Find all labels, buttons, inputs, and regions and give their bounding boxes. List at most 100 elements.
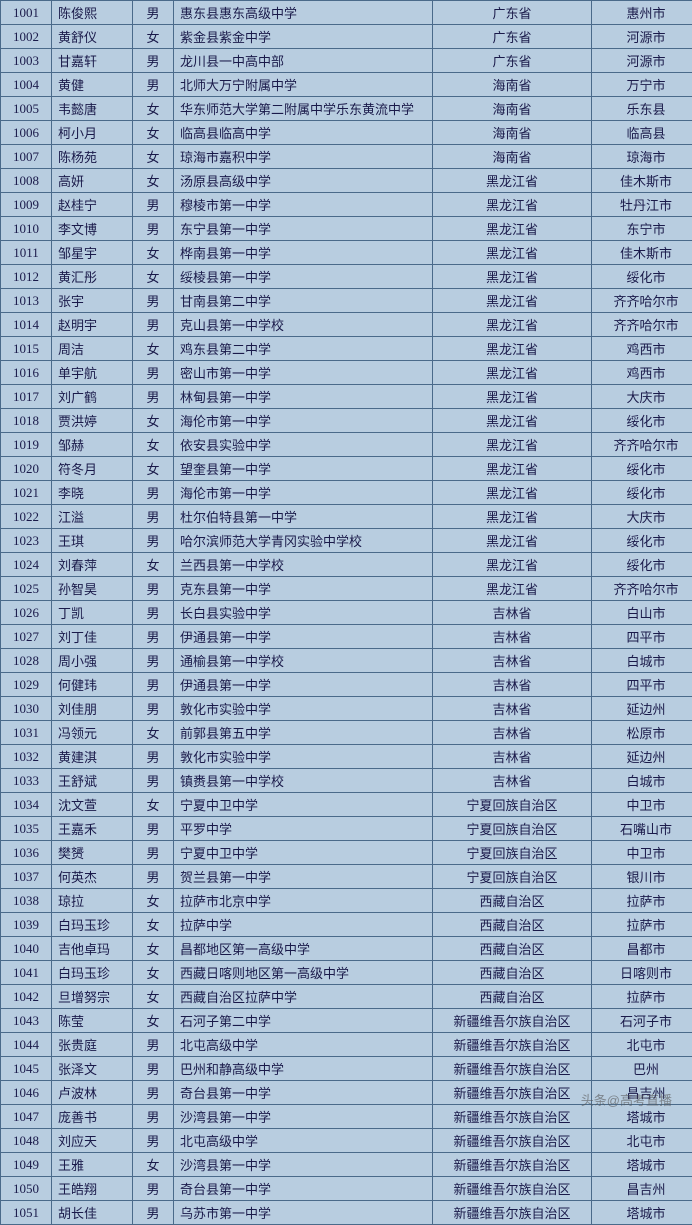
id-cell: 1032 [1, 745, 52, 769]
city-cell: 松原市 [592, 721, 692, 745]
name-cell: 何健玮 [52, 673, 133, 697]
province-cell: 黑龙江省 [433, 433, 592, 457]
school-cell: 望奎县第一中学 [174, 457, 433, 481]
province-cell: 黑龙江省 [433, 505, 592, 529]
province-cell: 西藏自治区 [433, 937, 592, 961]
gender-cell: 男 [133, 529, 174, 553]
id-cell: 1028 [1, 649, 52, 673]
gender-cell: 女 [133, 1009, 174, 1033]
city-cell: 佳木斯市 [592, 241, 692, 265]
name-cell: 冯领元 [52, 721, 133, 745]
city-cell: 拉萨市 [592, 889, 692, 913]
city-cell: 齐齐哈尔市 [592, 313, 692, 337]
id-cell: 1010 [1, 217, 52, 241]
id-cell: 1015 [1, 337, 52, 361]
id-cell: 1044 [1, 1033, 52, 1057]
school-cell: 敦化市实验中学 [174, 697, 433, 721]
gender-cell: 女 [133, 169, 174, 193]
gender-cell: 女 [133, 121, 174, 145]
id-cell: 1029 [1, 673, 52, 697]
gender-cell: 女 [133, 889, 174, 913]
school-cell: 惠东县惠东高级中学 [174, 1, 433, 25]
table-row: 1031冯领元女前郭县第五中学吉林省松原市 [1, 721, 692, 745]
name-cell: 琼拉 [52, 889, 133, 913]
id-cell: 1013 [1, 289, 52, 313]
name-cell: 陈莹 [52, 1009, 133, 1033]
gender-cell: 女 [133, 265, 174, 289]
id-cell: 1023 [1, 529, 52, 553]
name-cell: 白玛玉珍 [52, 913, 133, 937]
school-cell: 北屯高级中学 [174, 1033, 433, 1057]
city-cell: 东宁市 [592, 217, 692, 241]
id-cell: 1024 [1, 553, 52, 577]
table-row: 1016单宇航男密山市第一中学黑龙江省鸡西市 [1, 361, 692, 385]
id-cell: 1030 [1, 697, 52, 721]
province-cell: 黑龙江省 [433, 193, 592, 217]
name-cell: 王嘉禾 [52, 817, 133, 841]
province-cell: 新疆维吾尔族自治区 [433, 1033, 592, 1057]
school-cell: 沙湾县第一中学 [174, 1153, 433, 1177]
gender-cell: 男 [133, 1057, 174, 1081]
table-row: 1049王雅女沙湾县第一中学新疆维吾尔族自治区塔城市 [1, 1153, 692, 1177]
table-row: 1026丁凯男长白县实验中学吉林省白山市 [1, 601, 692, 625]
name-cell: 黄建淇 [52, 745, 133, 769]
school-cell: 前郭县第五中学 [174, 721, 433, 745]
name-cell: 单宇航 [52, 361, 133, 385]
gender-cell: 女 [133, 433, 174, 457]
school-cell: 东宁县第一中学 [174, 217, 433, 241]
table-row: 1045张泽文男巴州和静高级中学新疆维吾尔族自治区巴州 [1, 1057, 692, 1081]
table-row: 1014赵明宇男克山县第一中学校黑龙江省齐齐哈尔市 [1, 313, 692, 337]
city-cell: 北屯市 [592, 1129, 692, 1153]
name-cell: 赵明宇 [52, 313, 133, 337]
name-cell: 李晓 [52, 481, 133, 505]
city-cell: 齐齐哈尔市 [592, 433, 692, 457]
id-cell: 1019 [1, 433, 52, 457]
province-cell: 黑龙江省 [433, 553, 592, 577]
gender-cell: 男 [133, 625, 174, 649]
id-cell: 1008 [1, 169, 52, 193]
city-cell: 延边州 [592, 745, 692, 769]
school-cell: 平罗中学 [174, 817, 433, 841]
school-cell: 华东师范大学第二附属中学乐东黄流中学 [174, 97, 433, 121]
id-cell: 1036 [1, 841, 52, 865]
gender-cell: 男 [133, 745, 174, 769]
city-cell: 大庆市 [592, 385, 692, 409]
province-cell: 新疆维吾尔族自治区 [433, 1105, 592, 1129]
province-cell: 吉林省 [433, 745, 592, 769]
id-cell: 1016 [1, 361, 52, 385]
school-cell: 乌苏市第一中学 [174, 1201, 433, 1225]
table-row: 1028周小强男通榆县第一中学校吉林省白城市 [1, 649, 692, 673]
id-cell: 1031 [1, 721, 52, 745]
id-cell: 1020 [1, 457, 52, 481]
name-cell: 沈文萱 [52, 793, 133, 817]
name-cell: 刘广鹤 [52, 385, 133, 409]
table-row: 1017刘广鹤男林甸县第一中学黑龙江省大庆市 [1, 385, 692, 409]
province-cell: 黑龙江省 [433, 529, 592, 553]
gender-cell: 女 [133, 937, 174, 961]
province-cell: 新疆维吾尔族自治区 [433, 1057, 592, 1081]
school-cell: 宁夏中卫中学 [174, 841, 433, 865]
id-cell: 1041 [1, 961, 52, 985]
id-cell: 1007 [1, 145, 52, 169]
table-row: 1029何健玮男伊通县第一中学吉林省四平市 [1, 673, 692, 697]
table-row: 1032黄建淇男敦化市实验中学吉林省延边州 [1, 745, 692, 769]
school-cell: 镇赉县第一中学校 [174, 769, 433, 793]
province-cell: 吉林省 [433, 697, 592, 721]
id-cell: 1050 [1, 1177, 52, 1201]
gender-cell: 男 [133, 1033, 174, 1057]
table-row: 1012黄汇彤女绥棱县第一中学黑龙江省绥化市 [1, 265, 692, 289]
school-cell: 贺兰县第一中学 [174, 865, 433, 889]
city-cell: 昌吉州 [592, 1177, 692, 1201]
name-cell: 旦增努宗 [52, 985, 133, 1009]
id-cell: 1033 [1, 769, 52, 793]
province-cell: 黑龙江省 [433, 409, 592, 433]
gender-cell: 男 [133, 673, 174, 697]
province-cell: 吉林省 [433, 649, 592, 673]
province-cell: 黑龙江省 [433, 241, 592, 265]
name-cell: 韦懿唐 [52, 97, 133, 121]
gender-cell: 女 [133, 457, 174, 481]
gender-cell: 男 [133, 577, 174, 601]
school-cell: 海伦市第一中学 [174, 481, 433, 505]
city-cell: 巴州 [592, 1057, 692, 1081]
gender-cell: 男 [133, 505, 174, 529]
